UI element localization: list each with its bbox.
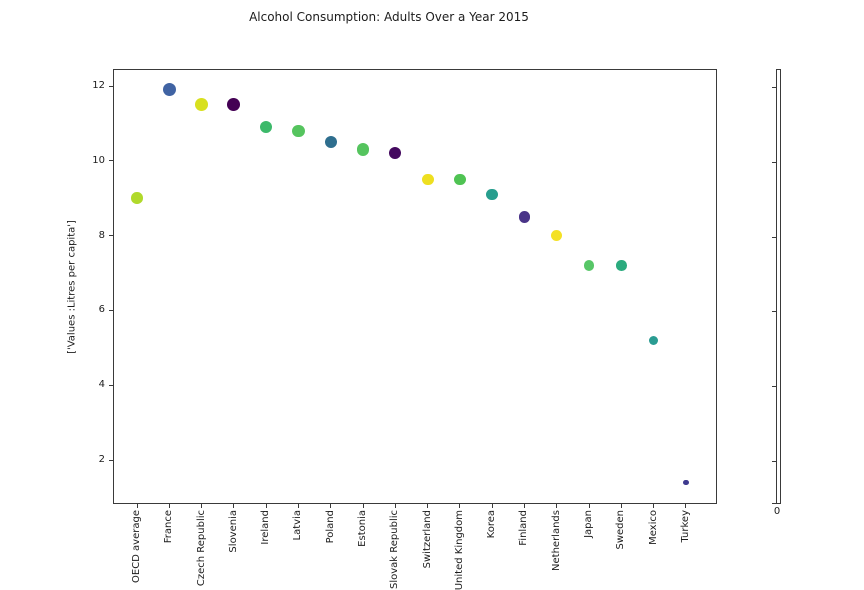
x-tick-mark — [362, 504, 364, 508]
y-tick-label: 10 — [92, 154, 105, 166]
y-tick-mark — [109, 309, 113, 311]
y-tick-mark — [109, 160, 113, 162]
x-tick-label-switzerland: Switzerland — [421, 510, 433, 569]
colorbar-tick-mark — [772, 503, 776, 504]
x-tick-label-finland: Finland — [518, 510, 530, 546]
x-tick-mark — [427, 504, 429, 508]
x-tick-label-oecd-average: OECD average — [131, 510, 142, 583]
colorbar-tick-mark — [772, 161, 776, 163]
y-tick-label: 12 — [92, 80, 105, 91]
data-point-slovak-republic — [389, 147, 402, 160]
data-point-korea — [486, 188, 498, 201]
x-tick-mark — [201, 504, 203, 508]
x-tick-label-czech-republic: Czech Republic — [195, 510, 207, 587]
x-tick-label-netherlands: Netherlands — [550, 510, 562, 571]
x-tick-mark — [233, 504, 235, 508]
x-tick-mark — [297, 504, 299, 508]
x-tick-mark — [330, 504, 332, 508]
y-tick-label: 4 — [98, 379, 105, 391]
colorbar-outline — [776, 69, 781, 504]
colorbar-zero-label: 0 — [773, 506, 781, 517]
colorbar-tick-mark — [772, 386, 776, 388]
data-point-estonia — [356, 143, 370, 156]
data-point-slovenia — [227, 98, 241, 112]
data-point-united-kingdom — [453, 173, 466, 186]
x-tick-label-latvia: Latvia — [292, 510, 304, 541]
data-point-turkey — [683, 479, 689, 486]
x-tick-mark — [588, 504, 590, 508]
x-tick-label-france: France — [163, 510, 175, 544]
data-point-sweden — [616, 260, 627, 271]
x-tick-mark — [556, 504, 558, 508]
x-tick-label-japan: Japan — [583, 510, 595, 538]
x-tick-mark — [685, 504, 687, 508]
x-tick-label-slovak-republic: Slovak Republic — [389, 510, 401, 589]
colorbar-tick-mark — [772, 236, 776, 238]
x-tick-label-slovenia: Slovenia — [227, 510, 239, 553]
x-tick-label-poland: Poland — [324, 510, 336, 544]
data-point-poland — [324, 135, 337, 149]
y-tick-mark — [109, 235, 113, 237]
x-tick-label-turkey: Turkey — [679, 510, 691, 543]
x-tick-label-sweden: Sweden — [615, 510, 627, 550]
data-point-finland — [518, 211, 531, 223]
colorbar-tick-mark — [772, 311, 776, 313]
x-tick-label-mexico: Mexico — [647, 510, 659, 545]
chart-title: Alcohol Consumption: Adults Over a Year … — [249, 10, 529, 24]
x-tick-mark — [491, 504, 493, 508]
x-tick-mark — [168, 504, 170, 508]
x-tick-mark — [265, 504, 267, 508]
data-point-ireland — [259, 120, 273, 134]
colorbar-tick-mark — [772, 461, 776, 462]
x-tick-label-ireland: Ireland — [260, 510, 272, 545]
y-tick-mark — [109, 459, 113, 461]
y-tick-mark — [109, 85, 113, 87]
y-tick-label: 2 — [98, 454, 105, 465]
plot-area — [113, 69, 717, 504]
y-tick-label: 6 — [98, 304, 105, 316]
data-point-japan — [583, 260, 595, 271]
x-tick-label-estonia: Estonia — [357, 510, 369, 547]
data-point-mexico — [648, 335, 659, 345]
x-tick-mark — [523, 504, 525, 508]
y-tick-label: 8 — [98, 229, 105, 241]
data-point-czech-republic — [195, 98, 208, 112]
data-point-france — [162, 83, 176, 97]
data-point-netherlands — [551, 230, 563, 242]
data-point-switzerland — [421, 173, 434, 186]
x-tick-label-korea: Korea — [486, 510, 498, 539]
data-point-latvia — [292, 124, 305, 138]
x-tick-mark — [620, 504, 622, 508]
colorbar-tick-mark — [772, 87, 776, 88]
x-tick-mark — [136, 504, 138, 508]
x-tick-mark — [394, 504, 396, 508]
x-tick-mark — [459, 504, 461, 508]
data-point-oecd-average — [131, 192, 143, 204]
y-tick-mark — [109, 384, 113, 386]
x-tick-label-united-kingdom: United Kingdom — [453, 510, 465, 590]
x-tick-mark — [653, 504, 655, 508]
